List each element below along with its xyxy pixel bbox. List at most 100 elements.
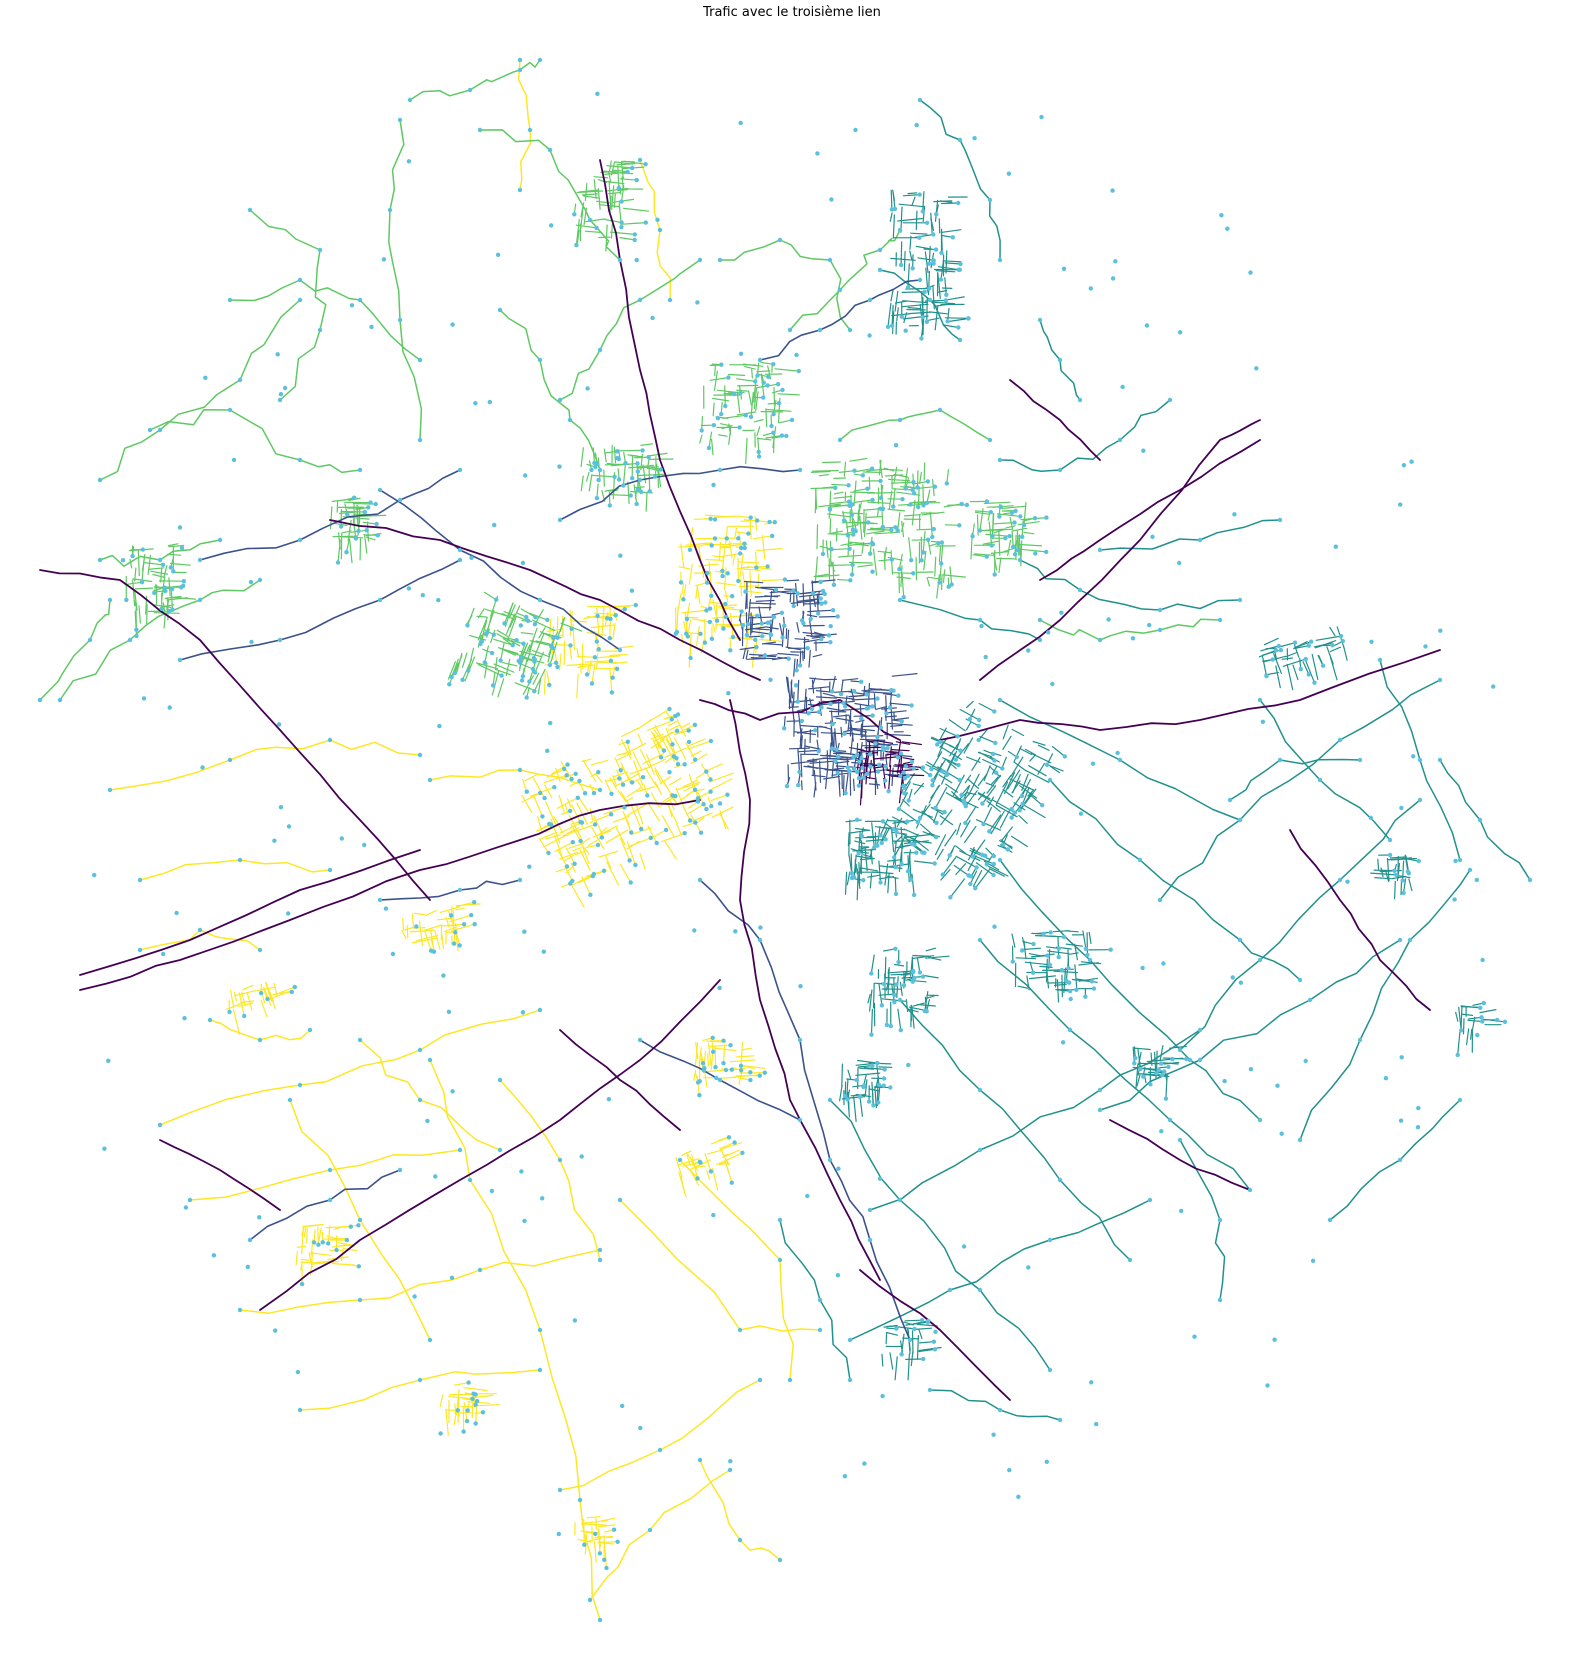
intersection-node xyxy=(984,499,990,504)
intersection-node xyxy=(721,626,726,631)
street-segment xyxy=(761,641,776,645)
intersection-node xyxy=(998,504,1003,509)
street-segment xyxy=(909,235,912,250)
intersection-node xyxy=(1481,1000,1487,1006)
intersection-node xyxy=(835,614,840,619)
intersection-node xyxy=(721,1038,726,1043)
street-segment xyxy=(571,885,585,908)
street-segment xyxy=(549,618,552,637)
intersection-node xyxy=(619,220,624,225)
intersection-node xyxy=(930,534,935,540)
street-segment xyxy=(610,605,630,608)
street-segment xyxy=(150,570,169,575)
intersection-node xyxy=(1337,877,1343,883)
street-segment xyxy=(852,778,855,792)
intersection-node xyxy=(795,591,800,596)
street-segment xyxy=(620,727,640,738)
highway xyxy=(559,1029,681,1131)
street-segment xyxy=(804,745,821,750)
street-segment xyxy=(858,862,861,885)
intersection-node xyxy=(1401,890,1406,896)
street-segment xyxy=(695,626,700,647)
street-segment xyxy=(833,495,853,499)
street-segment xyxy=(816,593,819,615)
intersection-node xyxy=(547,662,553,668)
rural-road xyxy=(499,1079,601,1261)
intersection-node xyxy=(771,430,776,435)
street-segment xyxy=(1013,761,1027,772)
intersection-node xyxy=(924,319,929,324)
intersection-node xyxy=(1392,868,1397,873)
intersection-node xyxy=(1033,551,1038,556)
street-segment xyxy=(879,460,883,479)
intersection-node xyxy=(1041,931,1046,937)
intersection-node xyxy=(854,817,860,822)
intersection-node xyxy=(597,1247,603,1253)
intersection-node xyxy=(1091,986,1097,991)
street-segment xyxy=(493,638,515,646)
intersection-node xyxy=(344,1237,350,1243)
intersection-node xyxy=(1292,640,1298,645)
street-segment xyxy=(1286,663,1294,691)
street-segment xyxy=(893,765,915,769)
street-segment xyxy=(907,849,911,872)
street-segment xyxy=(272,991,293,996)
intersection-node xyxy=(461,1429,466,1434)
street-segment xyxy=(937,290,948,293)
street-segment xyxy=(706,1069,727,1073)
intersection-node xyxy=(637,297,643,303)
street-segment xyxy=(579,849,591,871)
street-segment xyxy=(508,604,516,619)
street-segment xyxy=(622,811,630,826)
street-segment xyxy=(534,651,544,674)
intersection-node xyxy=(963,804,968,809)
intersection-node xyxy=(1066,966,1071,971)
street-segment xyxy=(1403,878,1407,894)
street-segment xyxy=(922,191,925,213)
intersection-node xyxy=(595,842,601,848)
street-segment xyxy=(1021,778,1031,797)
intersection-node xyxy=(856,783,862,788)
intersection-node xyxy=(757,937,763,943)
street-segment xyxy=(736,389,749,392)
intersection-node xyxy=(891,688,896,693)
intersection-node xyxy=(348,1224,353,1229)
intersection-node xyxy=(878,495,884,501)
street-segment xyxy=(797,598,822,602)
intersection-node xyxy=(713,1065,718,1070)
intersection-node xyxy=(782,623,787,628)
street-segment xyxy=(411,913,415,929)
street-segment xyxy=(910,959,913,977)
intersection-node xyxy=(457,1147,463,1153)
street-segment xyxy=(869,759,872,779)
street-segment xyxy=(863,762,866,779)
intersection-node xyxy=(897,597,903,603)
street-segment xyxy=(550,764,569,775)
intersection-node xyxy=(797,1117,803,1123)
intersection-node xyxy=(614,666,620,671)
intersection-node xyxy=(1452,897,1457,902)
intersection-node xyxy=(1197,1057,1203,1063)
intersection-node xyxy=(817,327,823,333)
intersection-node xyxy=(789,417,795,423)
street-segment xyxy=(522,675,534,695)
intersection-node xyxy=(247,207,253,213)
street-segment xyxy=(1074,943,1078,961)
street-segment xyxy=(800,735,803,749)
street-segment xyxy=(411,937,438,944)
intersection-node xyxy=(891,826,896,832)
intersection-node xyxy=(1106,617,1111,622)
rural-road xyxy=(1099,939,1401,1111)
street-segment xyxy=(303,1227,307,1238)
intersection-node xyxy=(909,759,915,765)
street-segment xyxy=(1292,664,1299,681)
street-segment xyxy=(695,586,698,600)
intersection-node xyxy=(1097,1087,1103,1093)
street-segment xyxy=(279,986,296,994)
street-segment xyxy=(645,491,648,512)
rural-road xyxy=(1049,779,1301,981)
street-segment xyxy=(327,1225,331,1244)
intersection-node xyxy=(482,660,487,665)
intersection-node xyxy=(1248,1067,1254,1072)
